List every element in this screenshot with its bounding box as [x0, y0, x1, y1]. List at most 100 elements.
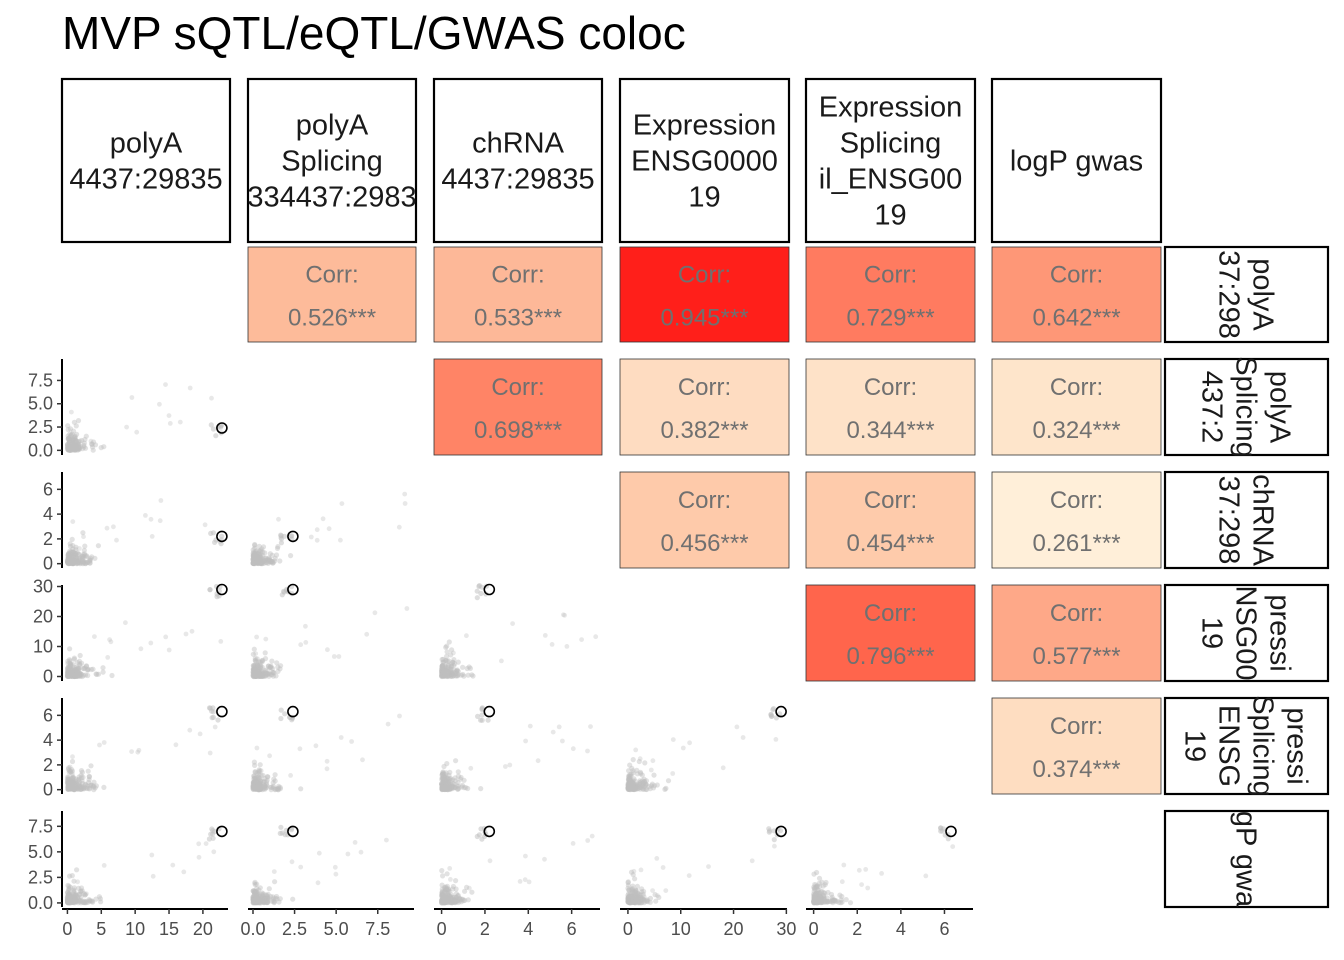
data-point [259, 659, 265, 665]
data-point [76, 551, 82, 557]
data-point [585, 838, 591, 843]
data-point [76, 671, 82, 677]
data-point [820, 883, 826, 889]
corr-value: 0.261*** [1032, 530, 1120, 557]
data-point [626, 785, 632, 791]
data-point [66, 558, 72, 565]
data-point [66, 553, 72, 559]
data-point [461, 777, 467, 783]
data-point [816, 896, 822, 902]
data-point [78, 888, 84, 895]
data-point [444, 670, 450, 676]
data-point [251, 560, 257, 567]
data-point [442, 776, 448, 782]
data-point [461, 673, 467, 679]
corr-tile-r4-c5: Corr:0.374*** [991, 697, 1162, 795]
data-point [93, 783, 99, 789]
data-point [250, 669, 256, 675]
data-point [637, 900, 643, 906]
data-point [259, 558, 265, 564]
data-point [451, 673, 457, 679]
data-point [257, 782, 263, 788]
corr-tile-box [619, 471, 790, 569]
data-point [91, 783, 97, 789]
data-point [209, 715, 215, 721]
data-point [69, 673, 75, 679]
data-point [251, 898, 257, 905]
data-point [257, 557, 263, 563]
data-point [439, 892, 445, 898]
x-axis-col-3: 0 10 20 30 [620, 908, 796, 939]
data-point [264, 899, 270, 906]
data-point [65, 555, 71, 561]
corr-tile-box [991, 697, 1162, 795]
data-point [821, 899, 827, 905]
data-point [72, 552, 78, 559]
data-point [66, 664, 72, 670]
data-point [637, 779, 643, 786]
data-point [635, 786, 641, 792]
data-point [773, 715, 780, 721]
data-point [626, 773, 632, 780]
data-point [252, 557, 258, 563]
data-point [66, 558, 72, 564]
data-point [86, 774, 92, 780]
data-point [254, 663, 260, 669]
data-point [251, 899, 257, 905]
data-point [815, 897, 821, 903]
data-point [166, 647, 172, 653]
data-point [255, 898, 261, 904]
data-point [67, 555, 73, 562]
data-point [259, 670, 265, 676]
data-point [444, 671, 450, 678]
data-point [439, 783, 445, 789]
data-point [71, 656, 77, 662]
data-point [258, 673, 264, 679]
data-point [75, 782, 82, 788]
data-point [352, 840, 358, 845]
data-point [441, 671, 447, 677]
data-point [253, 893, 259, 899]
data-point [65, 668, 71, 675]
data-point [631, 899, 638, 906]
data-point [65, 891, 71, 898]
data-point [485, 717, 491, 723]
data-point [72, 441, 78, 447]
data-point [812, 898, 818, 905]
data-point [77, 898, 83, 904]
data-point [69, 784, 75, 790]
corr-label: Corr: [1050, 600, 1103, 627]
data-point [70, 437, 76, 443]
data-point [81, 559, 87, 565]
data-point [439, 668, 445, 674]
data-point [811, 899, 818, 905]
data-point [108, 639, 114, 645]
data-point [257, 897, 263, 903]
data-point [265, 560, 271, 567]
data-point [812, 899, 818, 906]
data-point [262, 896, 268, 902]
data-point [250, 897, 256, 904]
data-point [72, 895, 78, 901]
data-point [253, 900, 259, 906]
data-point [70, 783, 76, 789]
data-point [252, 655, 258, 662]
data-point [628, 898, 634, 905]
data-point [815, 888, 821, 894]
data-point [440, 786, 446, 792]
data-point [256, 556, 262, 562]
row-strip-label: pressi [1264, 594, 1296, 671]
data-point [261, 558, 267, 564]
data-point [250, 553, 256, 559]
data-point [255, 555, 261, 561]
data-point [197, 731, 203, 737]
data-point [631, 786, 637, 793]
data-point [816, 898, 822, 905]
data-point [252, 893, 258, 899]
data-point [630, 899, 636, 905]
data-point [69, 443, 75, 450]
data-point [74, 668, 80, 675]
data-point [452, 897, 458, 903]
data-point [65, 783, 71, 789]
data-point [253, 673, 259, 680]
